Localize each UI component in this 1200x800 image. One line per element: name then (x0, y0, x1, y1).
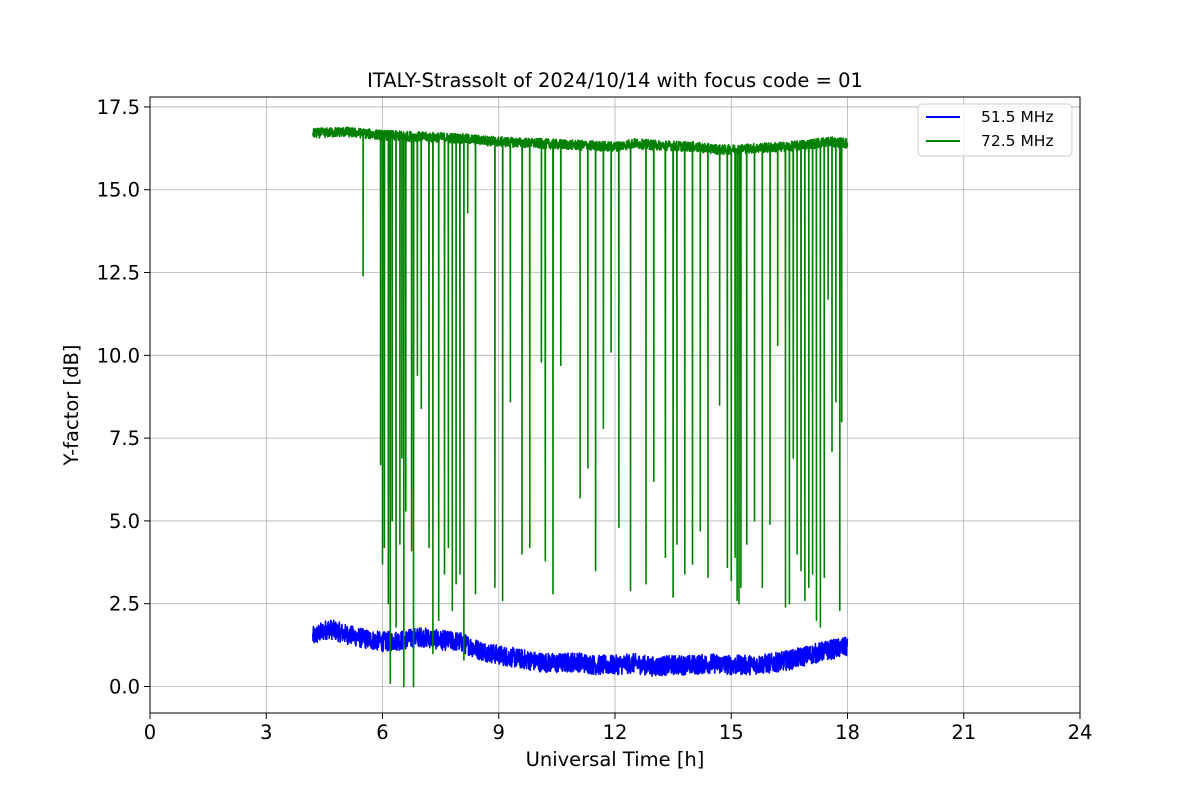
legend-label-72-5-mhz: 72.5 MHz (981, 132, 1054, 150)
x-tick-label: 15 (719, 721, 744, 744)
x-tick-label: 6 (376, 721, 388, 744)
y-axis-label: Y-factor [dB] (60, 345, 83, 467)
x-tick-label: 0 (144, 721, 156, 744)
y-tick-label: 5.0 (109, 510, 140, 533)
legend: 51.5 MHz 72.5 MHz (917, 103, 1073, 157)
x-axis-label: Universal Time [h] (526, 748, 705, 771)
y-tick-label: 15.0 (97, 179, 140, 202)
x-tick-label: 9 (493, 721, 505, 744)
x-tick-label: 21 (951, 721, 976, 744)
y-tick-label: 10.0 (97, 344, 140, 367)
x-tick-label: 24 (1068, 721, 1093, 744)
y-axis-ticks: 0.0 2.5 5.0 7.5 10.0 12.5 15.0 17.5 (97, 96, 150, 699)
series-line-72-5-mhz (312, 126, 849, 688)
y-tick-label: 17.5 (97, 96, 140, 119)
y-tick-label: 7.5 (109, 427, 140, 450)
series-line-51-5-mhz (312, 619, 849, 677)
x-tick-label: 3 (260, 721, 272, 744)
x-axis-ticks: 0 3 6 9 12 15 18 21 24 (144, 713, 1093, 744)
y-tick-label: 0.0 (109, 676, 140, 699)
y-tick-label: 12.5 (97, 262, 140, 285)
x-tick-label: 12 (603, 721, 628, 744)
y-tick-label: 2.5 (109, 593, 140, 616)
plot-series (312, 126, 849, 688)
x-tick-label: 18 (835, 721, 860, 744)
chart-title: ITALY-Strassolt of 2024/10/14 with focus… (367, 69, 863, 92)
legend-label-51-5-mhz: 51.5 MHz (981, 108, 1054, 126)
